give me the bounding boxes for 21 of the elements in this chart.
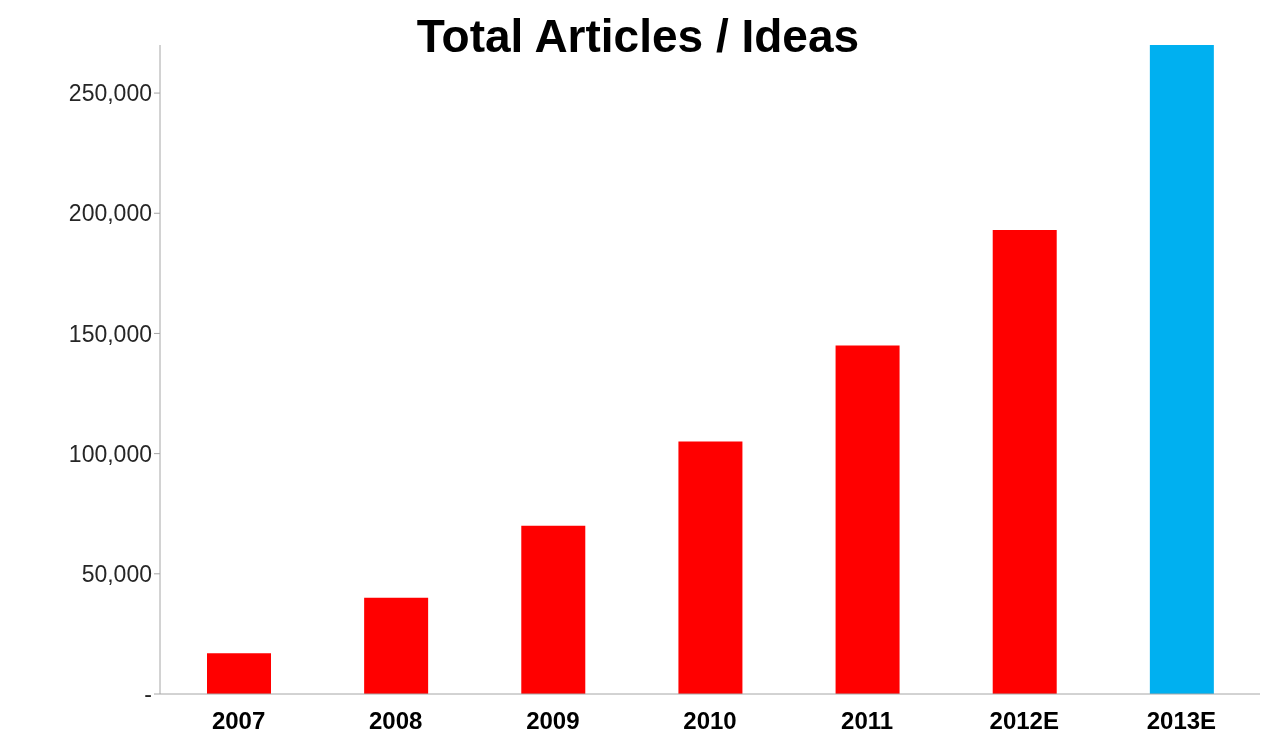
bar <box>678 441 743 694</box>
x-tick-label: 2012E <box>989 707 1059 735</box>
x-tick-label: 2008 <box>369 707 423 735</box>
bar <box>835 345 900 694</box>
bar <box>992 230 1057 694</box>
y-tick-label: 100,000 <box>68 440 152 467</box>
bar <box>207 653 271 694</box>
y-tick-label: 50,000 <box>81 560 152 587</box>
x-tick-label: 2013E <box>1146 707 1217 735</box>
chart-title: Total Articles / Ideas <box>415 9 861 64</box>
x-tick-label: 2010 <box>683 707 737 735</box>
x-tick-label: 2009 <box>526 707 580 735</box>
bar <box>1149 45 1214 694</box>
bar <box>364 597 429 694</box>
y-tick-label: 150,000 <box>68 320 152 347</box>
y-tick-label: 200,000 <box>68 200 152 227</box>
x-tick-label: 2007 <box>211 707 266 735</box>
bar <box>521 525 586 694</box>
y-tick-label: - <box>144 681 152 708</box>
x-tick-label: 2011 <box>841 707 894 735</box>
y-tick-label: 250,000 <box>68 80 152 107</box>
